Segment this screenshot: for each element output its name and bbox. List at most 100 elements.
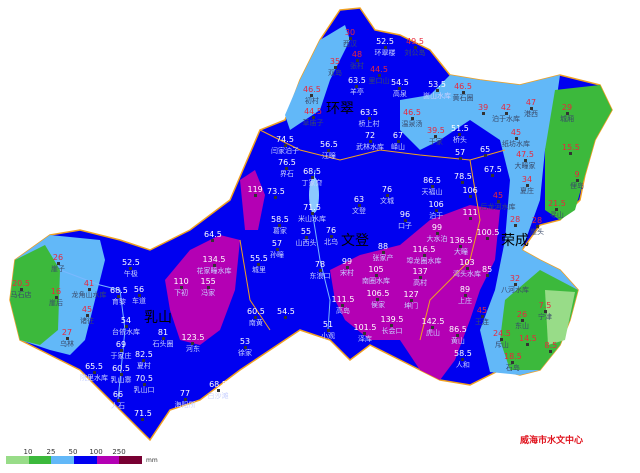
- station-name: 丁家夼: [301, 179, 323, 187]
- station-name: 台依水库: [112, 328, 140, 336]
- legend-swatch: [96, 456, 120, 464]
- station-name: 孙疃: [270, 251, 284, 259]
- station-dot-icon: [525, 184, 529, 187]
- station-marker: 106.5 侯家: [367, 289, 390, 310]
- station-name: 桥上村: [358, 120, 380, 128]
- station-value: 7.5: [538, 301, 552, 310]
- station-value: 103: [459, 258, 475, 267]
- station-dot-icon: [345, 266, 349, 269]
- legend-tick: 100: [89, 448, 103, 456]
- station-dot-icon: [183, 398, 187, 401]
- station-dot-icon: [284, 316, 288, 319]
- station-dot-icon: [565, 112, 569, 115]
- station-marker: 56.5 汪疃: [320, 140, 338, 161]
- station-value: 111.5: [331, 295, 355, 304]
- station-name: 口子: [398, 222, 412, 230]
- station-dot-icon: [413, 46, 417, 49]
- station-name: 黄石圈: [452, 94, 474, 102]
- station-marker: 69 于家庄: [111, 340, 132, 361]
- station-value: 76: [381, 185, 393, 194]
- station-name: 夏村: [136, 362, 151, 370]
- zone-lightgreen: [545, 290, 575, 345]
- station-dot-icon: [526, 343, 530, 346]
- station-dot-icon: [461, 358, 465, 361]
- station-dot-icon: [418, 276, 422, 279]
- station-dot-icon: [383, 46, 387, 49]
- station-name: 城厢: [560, 115, 574, 123]
- station-marker: 86.5 天福山: [422, 176, 443, 197]
- station-value: 86.5: [449, 325, 467, 334]
- station-value: 119: [247, 185, 263, 194]
- station-name: 海阳所: [174, 401, 196, 409]
- station-marker: 34 夏庄: [520, 175, 534, 196]
- station-value: 127: [403, 290, 419, 299]
- station-value: 20.5: [12, 279, 30, 288]
- station-dot-icon: [304, 236, 308, 239]
- station-marker: 60.5 南黄: [247, 307, 265, 328]
- station-marker: 65: [480, 145, 490, 157]
- station-marker: 63.5 桥上村: [359, 108, 380, 129]
- station-value: 48: [351, 50, 363, 59]
- station-value: 56.5: [320, 140, 338, 149]
- station-dot-icon: [456, 334, 460, 337]
- station-dot-icon: [56, 262, 60, 265]
- station-value: 65.5: [85, 362, 103, 371]
- station-marker: 26 东山: [515, 310, 529, 331]
- station-value: 45: [510, 128, 522, 137]
- station-name: 于家庄: [110, 352, 132, 360]
- station-name: 港西: [524, 110, 538, 118]
- station-marker: 39.5 于家: [427, 126, 445, 147]
- station-dot-icon: [179, 286, 183, 289]
- station-dot-icon: [422, 254, 426, 257]
- station-value: 49.5: [406, 37, 424, 46]
- station-marker: 110 下初: [174, 277, 189, 298]
- station-marker: 137 高村: [413, 267, 428, 288]
- station-value: 137: [412, 267, 428, 276]
- legend-swatch: [28, 456, 52, 464]
- station-dot-icon: [327, 149, 331, 152]
- station-name: 城里: [251, 266, 266, 274]
- station-marker: 68.5 育黎: [110, 286, 128, 307]
- station-name: 院里水库: [80, 374, 108, 382]
- station-dot-icon: [124, 325, 128, 328]
- legend-unit: mm: [146, 457, 158, 464]
- station-name: 乳山口: [133, 386, 155, 394]
- station-name: 黄山: [450, 337, 465, 345]
- station-name: 宋村: [340, 269, 354, 277]
- station-name: 汪疃: [321, 152, 336, 160]
- station-marker: 28: [510, 215, 520, 227]
- station-value: 139.5: [380, 315, 404, 324]
- station-name: 界石: [279, 170, 294, 178]
- station-dot-icon: [504, 112, 508, 115]
- station-value: 106.5: [366, 289, 390, 298]
- legend-swatch: [6, 456, 29, 464]
- station-marker: 53 徐家: [238, 337, 252, 358]
- station-value: 85: [482, 265, 493, 274]
- station-dot-icon: [243, 346, 247, 349]
- station-value: 69: [115, 340, 127, 349]
- station-name: 乳山寨: [110, 376, 132, 384]
- station-dot-icon: [458, 157, 462, 160]
- station-marker: 39: [478, 103, 488, 115]
- station-dot-icon: [129, 267, 133, 270]
- station-marker: 45 后龙河水库: [481, 191, 516, 212]
- station-marker: 55.5 城里: [250, 254, 268, 275]
- station-dot-icon: [555, 208, 559, 211]
- station-marker: 16 崖后: [49, 287, 63, 308]
- station-value: 16: [50, 287, 62, 296]
- station-dot-icon: [206, 286, 210, 289]
- station-name: 峄山: [391, 143, 405, 151]
- station-marker: 49.5 刘公岛: [405, 37, 426, 58]
- station-value: 72: [364, 131, 376, 140]
- station-dot-icon: [65, 337, 69, 340]
- station-marker: 134.5 花家疃水库: [197, 255, 232, 276]
- station-value: 78.5: [454, 172, 472, 181]
- station-marker: 72 武林水库: [356, 131, 384, 152]
- station-value: 42: [500, 103, 512, 112]
- station-dot-icon: [119, 373, 123, 376]
- station-name: 大水泊: [426, 235, 448, 243]
- station-dot-icon: [329, 235, 333, 238]
- station-marker: 63 文登: [352, 195, 366, 216]
- station-value: 99: [431, 223, 443, 232]
